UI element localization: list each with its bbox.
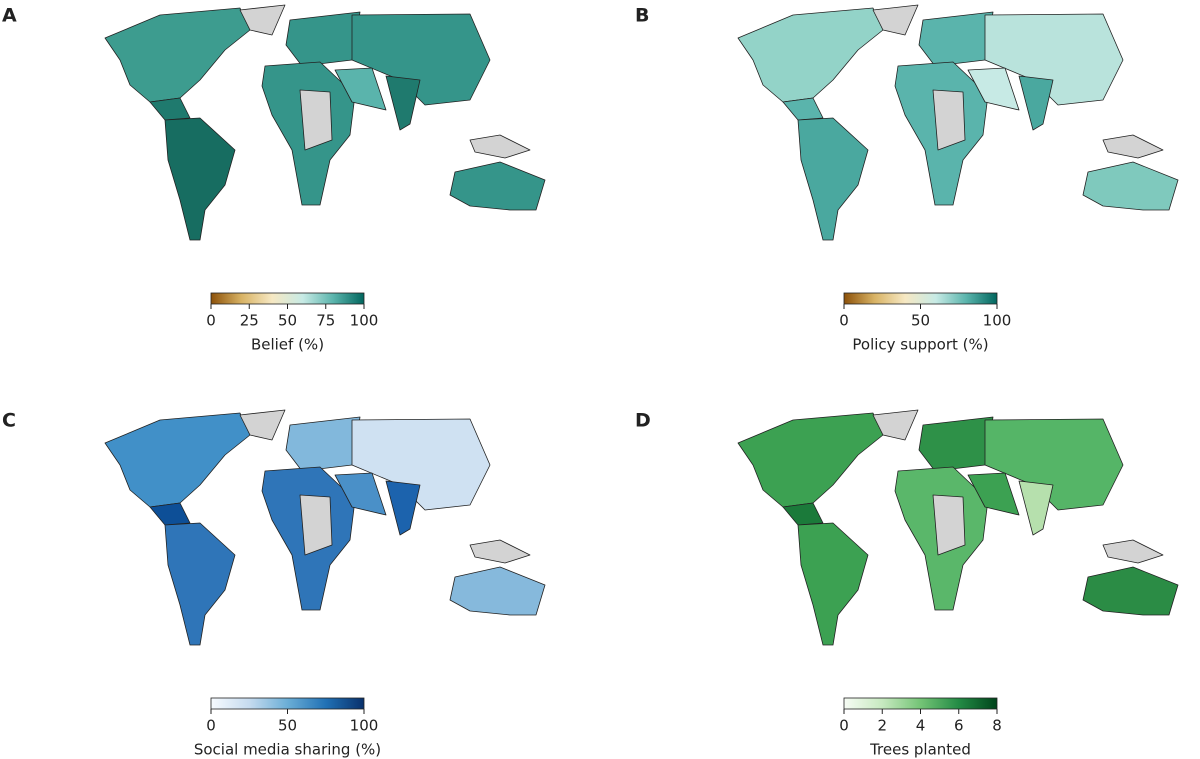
region (1018, 480, 1054, 536)
region (164, 117, 236, 241)
region (918, 11, 994, 67)
region (1082, 566, 1179, 616)
region (285, 416, 361, 472)
colorbar (843, 292, 998, 305)
region (299, 89, 333, 151)
tick-label: 4 (916, 717, 926, 735)
region (149, 502, 191, 526)
region (872, 409, 919, 441)
region (104, 412, 251, 508)
region (351, 418, 491, 511)
region (334, 472, 387, 516)
tick-label: 6 (954, 717, 964, 735)
region (797, 522, 869, 646)
tick-label: 2 (877, 717, 887, 735)
region (104, 7, 251, 103)
region (797, 117, 869, 241)
region (737, 412, 884, 508)
region (984, 418, 1124, 511)
region (1018, 75, 1054, 131)
panel: D 0 2 4 6 8 Trees planted (635, 409, 1179, 759)
map (104, 4, 546, 241)
map (104, 409, 546, 646)
region (782, 97, 824, 121)
region (285, 11, 361, 67)
colorbar (843, 697, 998, 710)
colorbar-label: Policy support (%) (852, 336, 988, 354)
colorbar-label: Social media sharing (%) (194, 741, 381, 759)
region (449, 566, 546, 616)
region (449, 161, 546, 211)
region (149, 97, 191, 121)
region (1082, 161, 1179, 211)
tick-label: 100 (350, 312, 379, 330)
region (469, 539, 531, 564)
region (932, 494, 966, 556)
colorbar (210, 697, 365, 710)
panel-label: D (635, 410, 651, 432)
region (239, 4, 286, 36)
tick-label: 0 (206, 312, 216, 330)
tick-label: 0 (839, 717, 849, 735)
tick-label: 100 (983, 312, 1012, 330)
region (334, 67, 387, 111)
tick-label: 8 (992, 717, 1002, 735)
colorbar (210, 292, 365, 305)
tick-label: 100 (350, 717, 379, 735)
colorbar-label: Belief (%) (251, 336, 324, 354)
region (385, 75, 421, 131)
tick-label: 75 (316, 312, 335, 330)
panel: C 0 50 100 Social media sharing (%) (2, 409, 546, 759)
tick-label: 0 (206, 717, 216, 735)
region (967, 472, 1020, 516)
region (872, 4, 919, 36)
region (932, 89, 966, 151)
region (984, 13, 1124, 106)
region (1102, 134, 1164, 159)
map (737, 409, 1179, 646)
region (351, 13, 491, 106)
region (164, 522, 236, 646)
region (1102, 539, 1164, 564)
region (385, 480, 421, 536)
region (918, 416, 994, 472)
tick-label: 0 (839, 312, 849, 330)
panel-label: B (635, 5, 649, 27)
panel: A 0 25 50 75 100 Belief (%) (2, 4, 546, 354)
map (737, 4, 1179, 241)
region (469, 134, 531, 159)
tick-label: 25 (240, 312, 259, 330)
panel: B 0 50 100 Policy support (%) (635, 4, 1179, 354)
panel-label: C (2, 410, 16, 432)
panel-label: A (2, 5, 17, 27)
region (782, 502, 824, 526)
region (239, 409, 286, 441)
region (967, 67, 1020, 111)
tick-label: 50 (278, 312, 297, 330)
tick-label: 50 (911, 312, 930, 330)
colorbar-label: Trees planted (869, 741, 971, 759)
region (737, 7, 884, 103)
tick-label: 50 (278, 717, 297, 735)
region (299, 494, 333, 556)
